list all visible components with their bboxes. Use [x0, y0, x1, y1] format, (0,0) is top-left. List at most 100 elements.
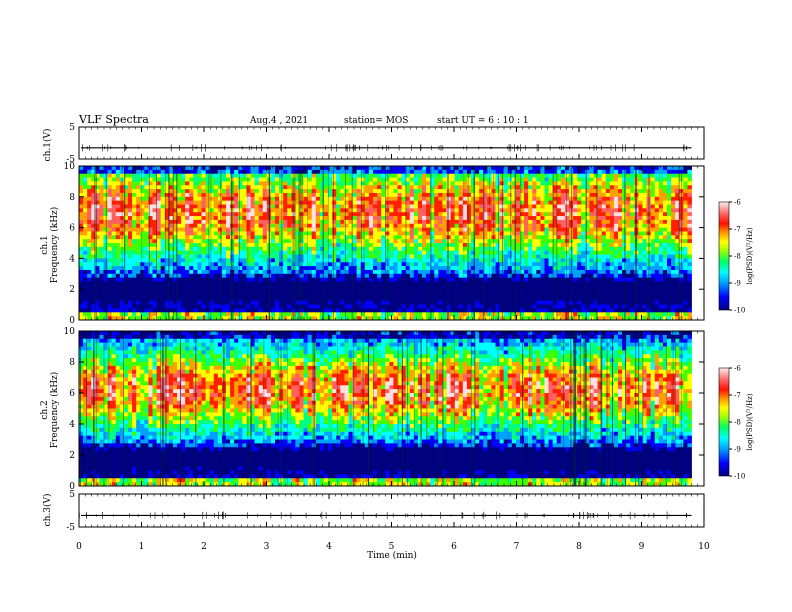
- spectrogram-cell: [422, 258, 427, 263]
- spectrogram-cell: [401, 196, 407, 202]
- spectrogram-cell: [262, 219, 268, 225]
- spectrogram-cell: [434, 185, 439, 190]
- spectrogram-cell: [368, 208, 374, 213]
- spectrogram-cell: [262, 277, 268, 282]
- spectrogram-cell: [205, 212, 211, 217]
- spectrogram-cell: [119, 219, 125, 225]
- spectrogram-cell: [540, 196, 545, 202]
- spectrogram-cell: [413, 235, 419, 240]
- spectrogram-cell: [156, 296, 162, 302]
- spectrogram-cell: [168, 262, 174, 267]
- spectrogram-cell: [556, 246, 562, 252]
- spectrogram-cell: [172, 289, 178, 294]
- spectrogram-cell: [548, 304, 554, 309]
- spectrogram-cell: [181, 273, 186, 279]
- spectrogram-cell: [132, 246, 137, 252]
- spectrogram-cell: [87, 273, 92, 279]
- spectrogram-cell: [483, 223, 488, 228]
- spectrogram-cell: [475, 246, 480, 252]
- spectrogram-cell: [458, 223, 464, 228]
- spectrogram-cell: [230, 212, 235, 217]
- spectrogram-cell: [95, 285, 100, 290]
- spectrogram-cell: [303, 208, 309, 213]
- spectrogram-cell: [499, 181, 505, 186]
- spectrogram-cell: [324, 239, 329, 244]
- spectrogram-cell: [446, 258, 451, 263]
- spectrogram-cell: [197, 212, 202, 217]
- spectrogram-cell: [483, 289, 488, 294]
- spectrogram-cell: [552, 200, 558, 205]
- spectrogram-cell: [409, 223, 415, 228]
- spectrogram-cell: [87, 166, 92, 171]
- spectrogram-cell: [119, 246, 125, 252]
- spectrogram-cell: [213, 177, 219, 182]
- spectrogram-cell: [209, 281, 215, 286]
- spectrogram-cell: [324, 227, 329, 232]
- spectrogram-cell: [250, 219, 255, 225]
- spectrogram-cell: [348, 308, 353, 313]
- spectrogram-cell: [515, 196, 521, 202]
- spectrogram-cell: [393, 196, 398, 202]
- spectrogram-cell: [548, 235, 554, 240]
- spectrogram-cell: [156, 239, 162, 244]
- spectrogram-cell: [515, 281, 521, 286]
- spectrogram-cell: [389, 281, 394, 286]
- spectrogram-cell: [507, 208, 513, 213]
- spectrogram-cell: [148, 227, 153, 232]
- spectrogram-cell: [168, 277, 174, 282]
- spectrogram-cell: [524, 200, 529, 205]
- spectrogram-cell: [540, 243, 545, 248]
- spectrogram-cell: [226, 281, 231, 286]
- spectrogram-cell: [413, 219, 419, 225]
- spectrogram-cell: [132, 231, 137, 236]
- spectrogram-cell: [258, 219, 264, 225]
- spectrogram-cell: [491, 316, 496, 321]
- spectrogram-cell: [123, 285, 129, 290]
- spectrogram-cell: [136, 189, 141, 194]
- spectrogram-cell: [373, 266, 378, 271]
- spectrogram-cell: [491, 192, 496, 198]
- spectrogram-cell: [275, 243, 280, 248]
- spectrogram-cell: [360, 289, 366, 294]
- spectrogram-cell: [560, 192, 566, 198]
- spectrogram-cell: [532, 258, 537, 263]
- spectrogram-cell: [217, 308, 223, 313]
- spectrogram-cell: [373, 304, 378, 309]
- spectrogram-cell: [340, 250, 345, 255]
- spectrogram-cell: [422, 208, 427, 213]
- spectrogram-cell: [287, 239, 292, 244]
- spectrogram-cell: [532, 212, 537, 217]
- spectrogram-cell: [303, 296, 309, 302]
- spectrogram-cell: [234, 273, 239, 279]
- spectrogram-cell: [275, 277, 280, 282]
- spectrogram-cell: [91, 266, 96, 271]
- spectrogram-cell: [295, 266, 300, 271]
- spectrogram-cell: [136, 243, 141, 248]
- spectrogram-cell: [234, 316, 239, 321]
- spectrogram-cell: [197, 304, 202, 309]
- spectrogram-cell: [275, 231, 280, 236]
- spectrogram-cell: [385, 181, 390, 186]
- spectrogram-cell: [450, 173, 456, 178]
- spectrogram-cell: [115, 277, 121, 282]
- spectrogram-cell: [132, 181, 137, 186]
- spectrogram-cell: [140, 173, 145, 178]
- spectrogram-cell: [356, 231, 362, 236]
- spectrogram-cell: [197, 235, 202, 240]
- spectrogram-cell: [532, 273, 537, 279]
- spectrogram-cell: [340, 235, 345, 240]
- spectrogram-cell: [564, 231, 570, 236]
- spectrogram-cell: [270, 304, 276, 309]
- spectrogram-cell: [132, 216, 137, 221]
- spectrogram-cell: [234, 169, 239, 175]
- spectrogram-cell: [160, 192, 166, 198]
- spectrogram-cell: [360, 239, 366, 244]
- spectrogram-cell: [499, 266, 505, 271]
- spectrogram-cell: [230, 177, 235, 182]
- spectrogram-cell: [287, 304, 292, 309]
- spectrogram-cell: [95, 235, 100, 240]
- spectrogram-cell: [426, 166, 431, 171]
- spectrogram-cell: [189, 258, 194, 263]
- spectrogram-cell: [344, 208, 349, 213]
- spectrogram-cell: [201, 273, 206, 279]
